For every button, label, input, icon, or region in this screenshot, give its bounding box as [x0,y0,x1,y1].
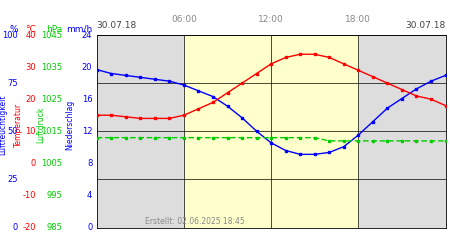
Text: 1005: 1005 [41,159,62,168]
Text: Erstellt: 02.06.2025 18:45: Erstellt: 02.06.2025 18:45 [144,217,244,226]
Text: 12:00: 12:00 [258,15,284,24]
Text: Luftfeuchtigkeit: Luftfeuchtigkeit [0,95,7,155]
Text: 50: 50 [8,127,18,136]
Text: 75: 75 [7,78,18,88]
Text: °C: °C [25,25,36,34]
Text: 24: 24 [82,30,92,40]
Text: 100: 100 [2,30,18,40]
Text: 20: 20 [82,62,92,72]
Bar [184,35,358,228]
Text: -10: -10 [22,191,36,200]
Text: 995: 995 [46,191,62,200]
Text: Temperatur: Temperatur [14,103,22,147]
Text: 985: 985 [46,223,62,232]
Text: hPa: hPa [46,25,62,34]
Text: 12: 12 [82,127,92,136]
Text: mm/h: mm/h [66,25,92,34]
Text: 4: 4 [87,191,92,200]
Text: 40: 40 [26,30,36,40]
Text: Luftdruck: Luftdruck [36,107,45,143]
Text: %: % [9,25,18,34]
Text: Niederschlag: Niederschlag [65,100,74,150]
Text: -20: -20 [22,223,36,232]
Text: 1025: 1025 [41,95,62,104]
Text: 1035: 1035 [41,62,62,72]
Text: 20: 20 [26,95,36,104]
Text: 30.07.18: 30.07.18 [405,22,446,30]
Text: 06:00: 06:00 [171,15,197,24]
Text: 10: 10 [26,127,36,136]
Text: 25: 25 [8,175,18,184]
Text: 18:00: 18:00 [346,15,371,24]
Text: 1015: 1015 [41,127,62,136]
Text: 30: 30 [25,62,36,72]
Text: 30.07.18: 30.07.18 [97,22,137,30]
Text: 1045: 1045 [41,30,62,40]
Text: 16: 16 [81,95,92,104]
Text: 0: 0 [13,223,18,232]
Text: 0: 0 [87,223,92,232]
Text: 0: 0 [31,159,36,168]
Text: 8: 8 [87,159,92,168]
